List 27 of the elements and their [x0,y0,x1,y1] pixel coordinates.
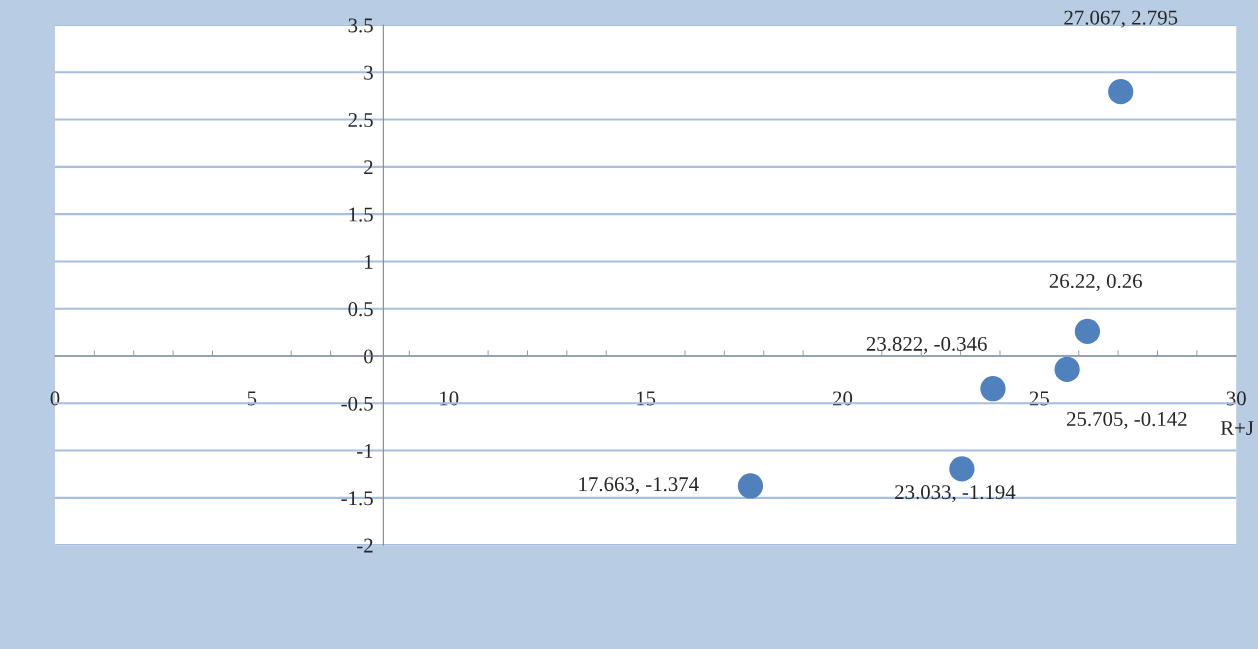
y-tick-label: -2 [357,538,373,553]
data-label: 27.067, 2.795 [1064,10,1178,28]
point [1108,79,1134,105]
y-tick-label: 0 [364,349,373,364]
data-label: 26.22, 0.26 [1049,273,1142,292]
point [737,473,764,499]
y-tick-label: -0.5 [341,396,373,411]
y-tick-label: -1 [357,444,373,458]
data-label: 23.033, -1.194 [895,485,1016,503]
y-tick-label: 0.5 [348,302,373,317]
y-tick-label: 1.5 [349,207,373,222]
data-label: 25.705, -0.142 [1067,411,1187,430]
y-tick-label: 3.5 [348,18,373,33]
x-axis-title: R+J [1220,421,1254,435]
x-tick-label: 0 [50,391,60,406]
data-label: 23.822, -0.346 [866,336,987,354]
y-tick-label: 3 [364,65,373,80]
y-tick-label: -1.5 [341,491,373,506]
point [1074,318,1101,345]
y-tick-label: 2.5 [348,113,373,128]
y-tick-label: 1 [365,254,373,269]
point [949,456,975,482]
x-tick-label: 30 [1226,391,1246,406]
y-tick-label: 2 [364,160,373,175]
point [1054,356,1080,383]
point [980,376,1006,402]
data-label: 17.663, -1.374 [579,477,699,495]
